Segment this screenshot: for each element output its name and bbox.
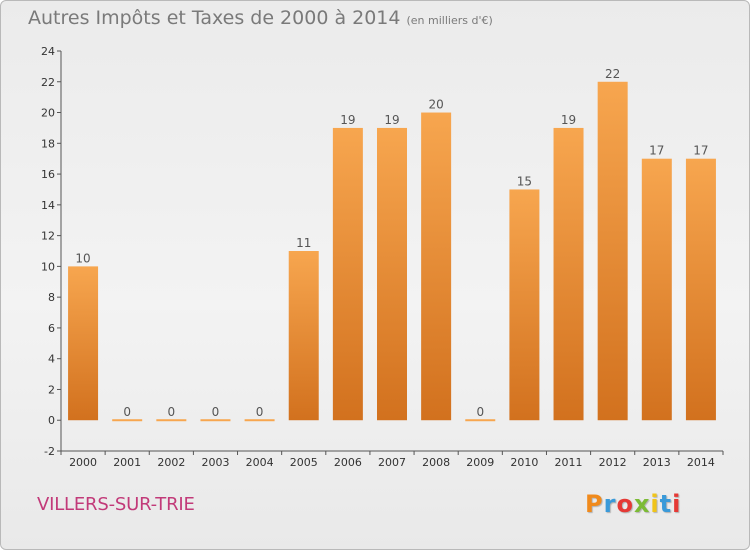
bar — [200, 419, 231, 422]
y-tick-label: 18 — [41, 137, 55, 150]
data-label: 0 — [256, 405, 264, 419]
y-tick-label: 16 — [41, 168, 55, 181]
y-tick-label: 4 — [48, 353, 55, 366]
logo-letter: o — [616, 490, 634, 518]
logo-letter: x — [633, 490, 651, 518]
data-label: 0 — [476, 405, 484, 419]
y-tick-label: 12 — [41, 230, 55, 243]
x-tick-label: 2007 — [378, 456, 406, 469]
x-tick-label: 2001 — [113, 456, 141, 469]
x-tick-label: 2011 — [555, 456, 583, 469]
x-tick-label: 2012 — [599, 456, 627, 469]
x-tick-label: 2008 — [422, 456, 450, 469]
x-tick-label: 2009 — [466, 456, 494, 469]
y-tick-label: 22 — [41, 76, 55, 89]
bar — [68, 266, 99, 421]
y-tick-label: 0 — [48, 414, 55, 427]
data-label: 17 — [693, 144, 708, 158]
x-tick-label: 2000 — [69, 456, 97, 469]
bar — [332, 127, 363, 421]
y-tick-label: 24 — [41, 45, 55, 58]
bar — [685, 158, 716, 421]
x-tick-label: 2010 — [510, 456, 538, 469]
data-label: 19 — [340, 113, 355, 127]
y-tick-label: 2 — [48, 383, 55, 396]
logo-letter: t — [659, 490, 673, 518]
logo-letter: P — [585, 490, 604, 518]
data-labels: 10 0 0 0 0 11 19 19 20 0 15 19 22 17 17 — [75, 67, 708, 419]
x-tick-label: 2014 — [687, 456, 715, 469]
x-tick-label: 2005 — [290, 456, 318, 469]
data-label: 22 — [605, 67, 620, 81]
y-tick-label: 8 — [48, 291, 55, 304]
bar — [465, 419, 496, 422]
y-tick-label: 10 — [41, 260, 55, 273]
data-label: 19 — [384, 113, 399, 127]
y-tick-label: 20 — [41, 107, 55, 120]
data-label: 10 — [75, 251, 90, 265]
x-tick-label: 2002 — [157, 456, 185, 469]
bar — [597, 81, 628, 421]
x-tick-label: 2006 — [334, 456, 362, 469]
logo-letter: i — [672, 490, 682, 518]
x-tick-label: 2013 — [643, 456, 671, 469]
chart-title: Autres Impôts et Taxes de 2000 à 2014 (en… — [28, 7, 493, 29]
bar — [641, 158, 672, 421]
bars — [68, 81, 716, 422]
data-label: 11 — [296, 236, 311, 250]
proxiti-logo: Proxiti — [585, 490, 681, 518]
data-label: 17 — [649, 144, 664, 158]
y-tick-label: 6 — [48, 322, 55, 335]
bar — [156, 419, 187, 422]
bar — [421, 112, 452, 421]
title-text: Autres Impôts et Taxes de 2000 à 2014 — [28, 7, 401, 29]
data-label: 20 — [428, 98, 443, 112]
unit-label: (en milliers d'€) — [406, 14, 493, 27]
bar — [112, 419, 143, 422]
data-label: 0 — [123, 405, 131, 419]
commune-name: VILLERS-SUR-TRIE — [37, 494, 195, 515]
x-tick-label: 2003 — [201, 456, 229, 469]
bar — [509, 189, 540, 421]
bar — [288, 251, 319, 421]
bar — [553, 127, 584, 421]
y-tick-label: 14 — [41, 199, 55, 212]
bar — [244, 419, 275, 422]
logo-letter: r — [603, 490, 617, 518]
data-label: 0 — [212, 405, 220, 419]
bar — [377, 127, 407, 421]
y-tick-label: -2 — [44, 445, 55, 458]
data-label: 19 — [561, 113, 576, 127]
x-tick-label: 2004 — [246, 456, 274, 469]
logo-letter: i — [650, 490, 660, 518]
data-label: 15 — [517, 174, 532, 188]
data-label: 0 — [168, 405, 176, 419]
